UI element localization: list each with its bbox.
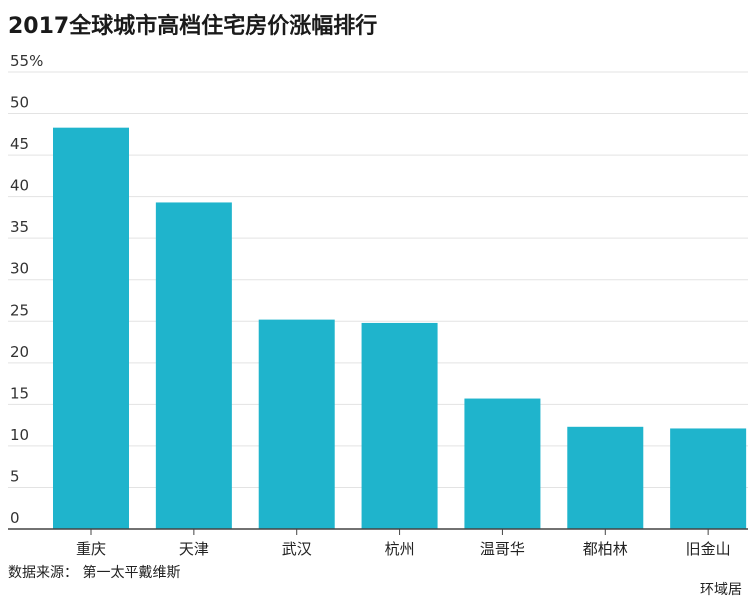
x-tick-label: 温哥华 bbox=[480, 540, 525, 558]
y-tick-label: 0 bbox=[10, 509, 20, 527]
data-source-note: 数据来源： 第一太平戴维斯 bbox=[8, 565, 181, 581]
chart-title: 2017全球城市高档住宅房价涨幅排行 bbox=[8, 14, 378, 39]
x-tick-label: 武汉 bbox=[282, 540, 312, 558]
y-tick-label: 45 bbox=[10, 135, 29, 153]
bar bbox=[258, 319, 335, 529]
y-axis-ticks: 0 5 10 15 20 25 30 35 40 45 50 55% bbox=[10, 52, 43, 527]
y-tick-label: 55% bbox=[10, 52, 43, 70]
y-tick-label: 50 bbox=[10, 94, 29, 112]
bar bbox=[361, 322, 438, 529]
x-axis-ticks: 重庆 天津 武汉 杭州 温哥华 都柏林 旧金山 bbox=[76, 529, 731, 558]
y-tick-label: 30 bbox=[10, 260, 29, 278]
y-tick-label: 20 bbox=[10, 343, 29, 361]
y-tick-label: 35 bbox=[10, 218, 29, 236]
y-tick-label: 40 bbox=[10, 177, 29, 195]
bar bbox=[155, 202, 232, 529]
bar bbox=[567, 426, 644, 529]
bar bbox=[464, 398, 541, 529]
x-tick-label: 杭州 bbox=[385, 540, 415, 558]
y-tick-label: 10 bbox=[10, 426, 29, 444]
y-tick-label: 15 bbox=[10, 384, 29, 402]
x-tick-label: 旧金山 bbox=[686, 540, 731, 558]
x-tick-label: 重庆 bbox=[76, 540, 106, 558]
x-tick-label: 天津 bbox=[179, 540, 209, 558]
y-tick-label: 25 bbox=[10, 301, 29, 319]
bar bbox=[670, 428, 747, 529]
x-tick-label: 都柏林 bbox=[583, 540, 628, 558]
credit-label: 环域居 bbox=[700, 582, 742, 598]
bars bbox=[53, 127, 747, 530]
y-tick-label: 5 bbox=[10, 467, 20, 485]
bar bbox=[53, 127, 129, 530]
